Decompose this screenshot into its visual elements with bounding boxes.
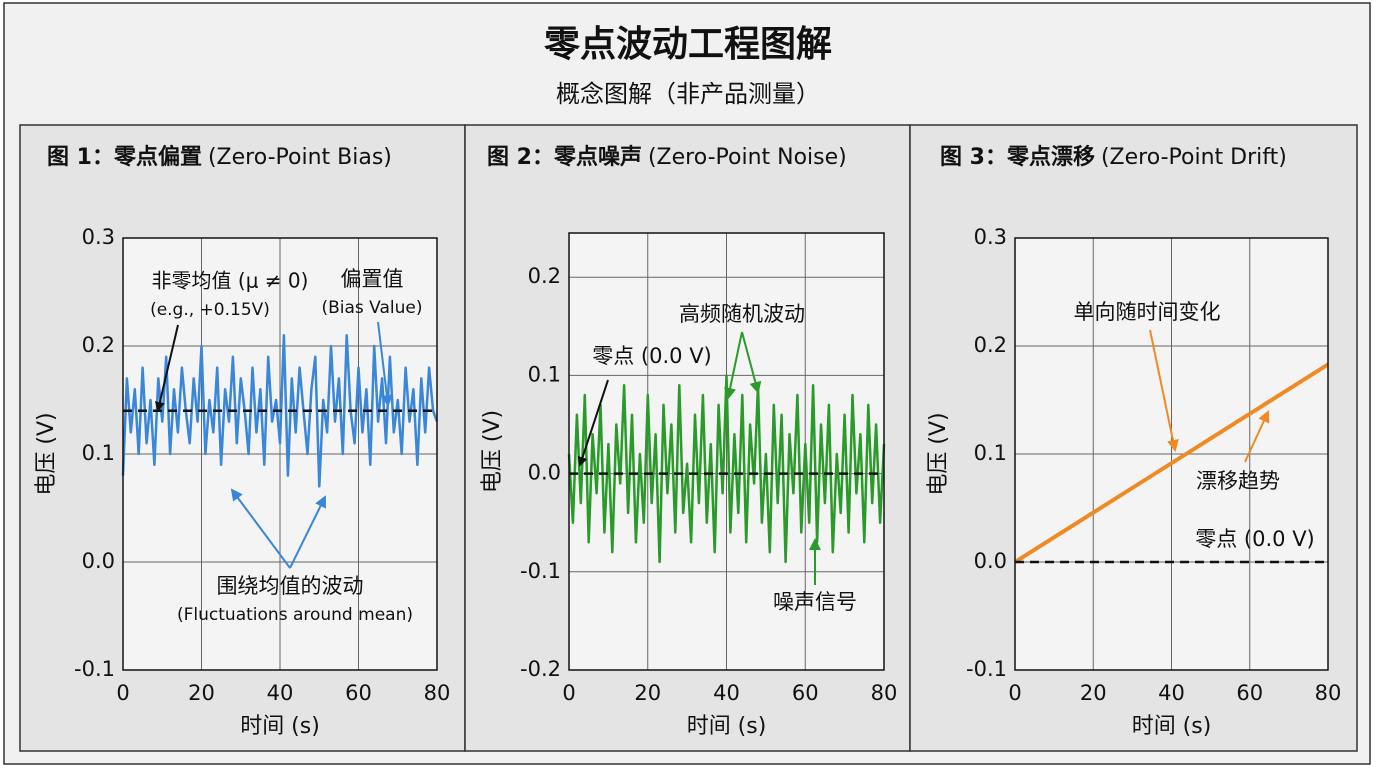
x-tick-label: 80: [424, 681, 451, 705]
data-line: [1013, 362, 1330, 564]
annotation-arrow: [230, 488, 291, 569]
x-tick-label: 20: [188, 681, 215, 705]
annotation: 非零均值 (μ ≠ 0): [152, 269, 309, 293]
y-tick-label: 0.0: [974, 549, 1007, 573]
annotation: 偏置值: [341, 267, 404, 291]
panel-title: 图 1：零点偏置 (Zero-Point Bias): [47, 144, 392, 170]
panel-title-main: 图 3：零点漂移: [940, 144, 1095, 170]
x-tick-label: 20: [634, 681, 661, 705]
annotation-arrow: [154, 324, 179, 412]
annotation: 零点 (0.0 V): [592, 344, 712, 368]
y-tick-label: 0.2: [974, 333, 1007, 357]
annotation-arrow: [289, 495, 326, 569]
plot-border: [122, 237, 438, 671]
annotation: (Fluctuations around mean): [177, 605, 413, 625]
y-tick-label: -0.1: [74, 657, 115, 681]
x-axis-label: 时间 (s): [687, 714, 767, 739]
y-tick-label: 0.2: [82, 333, 115, 357]
annotation: (e.g., +0.15V): [150, 300, 270, 320]
figure-title: 零点波动工程图解: [544, 24, 832, 65]
annotation: 高频随机波动: [679, 302, 805, 326]
panel-title: 图 2：零点噪声 (Zero-Point Noise): [487, 144, 847, 170]
annotation: 单向随时间变化: [1074, 300, 1221, 324]
annotation: 围绕均值的波动: [217, 574, 364, 598]
y-axis-label: 电压 (V): [34, 412, 59, 495]
y-tick-label: 0.2: [528, 264, 561, 288]
x-tick-label: 40: [267, 681, 294, 705]
x-tick-label: 0: [1008, 681, 1021, 705]
panel-title-main: 图 2：零点噪声: [487, 144, 642, 170]
x-tick-label: 80: [1315, 681, 1342, 705]
y-tick-label: -0.1: [520, 559, 561, 583]
y-tick-label: 0.0: [528, 461, 561, 485]
panel-title-note: (Zero-Point Drift): [1101, 145, 1287, 170]
y-axis-label: 电压 (V): [480, 410, 505, 493]
x-tick-label: 20: [1080, 681, 1107, 705]
data-line: [567, 374, 886, 564]
plot-border: [568, 232, 885, 671]
panel-title: 图 3：零点漂移 (Zero-Point Drift): [940, 144, 1287, 170]
annotation-arrow: [1244, 410, 1270, 463]
x-axis-label: 时间 (s): [1132, 714, 1212, 739]
y-tick-label: 0.1: [974, 441, 1007, 465]
annotation: 零点 (0.0 V): [1195, 527, 1315, 551]
annotation-arrow: [724, 331, 743, 400]
x-tick-label: 60: [345, 681, 372, 705]
panel-title-note: (Zero-Point Bias): [208, 145, 392, 170]
y-tick-label: -0.1: [966, 657, 1007, 681]
y-axis-label: 电压 (V): [926, 412, 951, 495]
annotation-arrow: [741, 331, 762, 394]
annotation-arrow: [377, 321, 393, 407]
x-tick-label: 0: [562, 681, 575, 705]
x-tick-label: 60: [1236, 681, 1263, 705]
x-tick-label: 40: [1158, 681, 1185, 705]
y-tick-label: 0.1: [528, 362, 561, 386]
annotation-arrow: [577, 379, 609, 467]
plot-border: [1014, 237, 1329, 671]
data-line: [121, 333, 439, 488]
y-tick-label: 0.1: [82, 441, 115, 465]
y-tick-label: 0.0: [82, 549, 115, 573]
annotation-arrow: [1149, 329, 1179, 452]
annotation: 噪声信号: [773, 590, 857, 614]
y-tick-label: -0.2: [520, 657, 561, 681]
x-tick-label: 40: [713, 681, 740, 705]
figure-subtitle: 概念图解（非产品测量）: [556, 80, 820, 108]
annotation: (Bias Value): [321, 298, 422, 318]
x-tick-label: 0: [116, 681, 129, 705]
panel-title-main: 图 1：零点偏置: [47, 144, 202, 170]
y-tick-label: 0.3: [82, 225, 115, 249]
annotation: 漂移趋势: [1196, 469, 1280, 493]
y-tick-label: 0.3: [974, 225, 1007, 249]
panel-title-note: (Zero-Point Noise): [648, 145, 847, 170]
x-tick-label: 80: [871, 681, 898, 705]
x-tick-label: 60: [792, 681, 819, 705]
x-axis-label: 时间 (s): [240, 714, 320, 739]
